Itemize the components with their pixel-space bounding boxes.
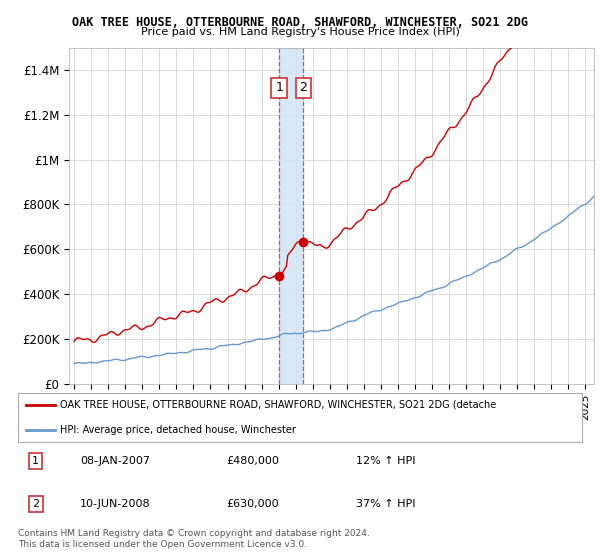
Text: HPI: Average price, detached house, Winchester: HPI: Average price, detached house, Winc… (60, 424, 296, 435)
Text: £480,000: £480,000 (227, 456, 280, 466)
Text: 08-JAN-2007: 08-JAN-2007 (80, 456, 150, 466)
Text: 2: 2 (299, 81, 307, 95)
Text: OAK TREE HOUSE, OTTERBOURNE ROAD, SHAWFORD, WINCHESTER, SO21 2DG: OAK TREE HOUSE, OTTERBOURNE ROAD, SHAWFO… (72, 16, 528, 29)
Text: 1: 1 (32, 456, 39, 466)
Text: 12% ↑ HPI: 12% ↑ HPI (356, 456, 416, 466)
FancyBboxPatch shape (18, 393, 582, 442)
Text: OAK TREE HOUSE, OTTERBOURNE ROAD, SHAWFORD, WINCHESTER, SO21 2DG (detache: OAK TREE HOUSE, OTTERBOURNE ROAD, SHAWFO… (60, 400, 497, 410)
Bar (279, 48, 303, 384)
Text: 2: 2 (32, 499, 39, 509)
Text: £630,000: £630,000 (227, 499, 280, 509)
Text: 1: 1 (275, 81, 283, 95)
Text: Price paid vs. HM Land Registry's House Price Index (HPI): Price paid vs. HM Land Registry's House … (140, 27, 460, 37)
Text: 10-JUN-2008: 10-JUN-2008 (80, 499, 151, 509)
Text: Contains HM Land Registry data © Crown copyright and database right 2024.
This d: Contains HM Land Registry data © Crown c… (18, 529, 370, 549)
Text: 37% ↑ HPI: 37% ↑ HPI (356, 499, 416, 509)
